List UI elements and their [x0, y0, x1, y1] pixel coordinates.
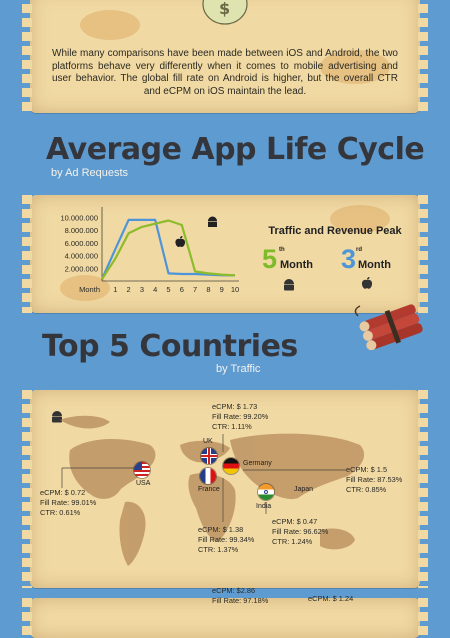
- y-tick-label: 8.000.000: [65, 226, 98, 235]
- uk-ctr: CTR: 1.11%: [212, 422, 252, 431]
- x-tick-label: Month: [79, 285, 100, 294]
- country-label-germany: Germany: [243, 460, 272, 467]
- usa-ecpm: eCPM: $ 0.72: [40, 488, 86, 497]
- x-tick-label: 7: [193, 285, 197, 294]
- usa-flag: [134, 462, 150, 478]
- countries-subtitle: by Traffic: [216, 363, 261, 375]
- uk-fill-rate: Fill Rate: 99.20%: [212, 412, 269, 421]
- uk-stats: eCPM: $ 1.73 Fill Rate: 99.20% CTR: 1.11…: [212, 402, 268, 432]
- android-icon: [284, 279, 294, 291]
- peak-title: Traffic and Revenue Peak: [268, 225, 402, 237]
- android-peak-suffix: th: [279, 247, 285, 253]
- next-ecpm-2: eCPM: $ 1.24: [308, 594, 354, 603]
- germany-flag: [223, 458, 239, 474]
- x-tick-label: 4: [153, 285, 157, 294]
- france-fill-rate: Fill Rate: 99.34%: [198, 535, 255, 544]
- android-peak-month: Month: [280, 259, 313, 271]
- svg-text:$: $: [219, 0, 230, 18]
- x-tick-label: 2: [127, 285, 131, 294]
- android-peak-number: 5: [262, 244, 278, 274]
- android-icon: [208, 216, 217, 227]
- next-fill-1: Fill Rate: 97.18%: [212, 596, 269, 605]
- germany-stats: eCPM: $ 1.5 Fill Rate: 87.53% CTR: 0.85%: [346, 465, 402, 495]
- usa-ctr: CTR: 0.61%: [40, 508, 81, 517]
- money-bag-icon: $: [202, 0, 248, 25]
- france-stats: eCPM: $ 1.38 Fill Rate: 99.34% CTR: 1.37…: [198, 525, 254, 555]
- world-map: [60, 415, 365, 566]
- series-line-android: [101, 219, 236, 280]
- x-tick-label: 10: [231, 285, 239, 294]
- intro-text: While many comparisons have been made be…: [52, 48, 398, 97]
- y-tick-label: 2.000.000: [65, 264, 98, 273]
- usa-stats: eCPM: $ 0.72 Fill Rate: 99.01% CTR: 0.61…: [40, 488, 96, 518]
- x-tick-label: 3: [140, 285, 144, 294]
- countries-title: Top 5 Countries: [42, 329, 298, 364]
- x-tick-label: 6: [180, 285, 184, 294]
- country-label-japan: Japan: [294, 486, 314, 493]
- france-ctr: CTR: 1.37%: [198, 545, 239, 554]
- country-label-india: India: [256, 503, 272, 510]
- android-icon: [52, 411, 62, 423]
- germany-fill-rate: Fill Rate: 87.53%: [346, 475, 403, 484]
- lifecycle-panel: 10.000.000 8.000.000 6.000.000 4.000.000 2.0…: [22, 195, 428, 313]
- country-label-usa: USA: [136, 480, 151, 487]
- dynamite-icon: [354, 304, 423, 350]
- x-tick-label: 9: [220, 285, 224, 294]
- y-tick-label: 4.000.000: [65, 252, 98, 261]
- x-tick-label: 8: [206, 285, 210, 294]
- countries-panel: USA UK Germany France India Japan eCPM: …: [22, 390, 428, 588]
- next-ecpm-1: eCPM: $2.86: [212, 586, 256, 595]
- infographic-page: { "intro": { "text": "While many compari…: [22, 0, 428, 638]
- france-flag: [200, 468, 216, 484]
- france-ecpm: eCPM: $ 1.38: [198, 525, 244, 534]
- series-line-ios: [100, 218, 235, 280]
- next-panel: eCPM: $2.86 Fill Rate: 97.18% eCPM: $ 1.…: [22, 586, 428, 638]
- country-label-uk: UK: [203, 438, 213, 445]
- ios-peak-suffix: rd: [356, 247, 362, 253]
- india-stats: eCPM: $ 0.47 Fill Rate: 96.62% CTR: 1.24…: [272, 517, 328, 547]
- uk-flag: [201, 448, 217, 464]
- leader-lines: [61, 434, 346, 522]
- ios-peak-month: Month: [358, 259, 391, 271]
- germany-ctr: CTR: 0.85%: [346, 485, 387, 494]
- india-ecpm: eCPM: $ 0.47: [272, 517, 318, 526]
- country-label-france: France: [198, 486, 220, 493]
- y-tick-label: 6.000.000: [65, 239, 98, 248]
- lifecycle-title: Average App Life Cycle: [46, 132, 425, 167]
- apple-icon: [175, 236, 186, 247]
- india-flag: [258, 484, 274, 500]
- y-tick-label: 10.000.000: [60, 213, 98, 222]
- usa-fill-rate: Fill Rate: 99.01%: [40, 498, 97, 507]
- india-fill-rate: Fill Rate: 96.62%: [272, 527, 329, 536]
- apple-icon: [361, 277, 373, 289]
- x-tick-label: 1: [113, 285, 117, 294]
- intro-panel: $ While many comparisons have been made …: [22, 0, 428, 113]
- lifecycle-subtitle: by Ad Requests: [51, 167, 129, 179]
- uk-ecpm: eCPM: $ 1.73: [212, 402, 258, 411]
- x-tick-label: 5: [166, 285, 170, 294]
- ios-peak-number: 3: [341, 244, 357, 274]
- germany-ecpm: eCPM: $ 1.5: [346, 465, 388, 474]
- lifecycle-chart: 10.000.000 8.000.000 6.000.000 4.000.000 2.0…: [60, 207, 239, 294]
- india-ctr: CTR: 1.24%: [272, 537, 313, 546]
